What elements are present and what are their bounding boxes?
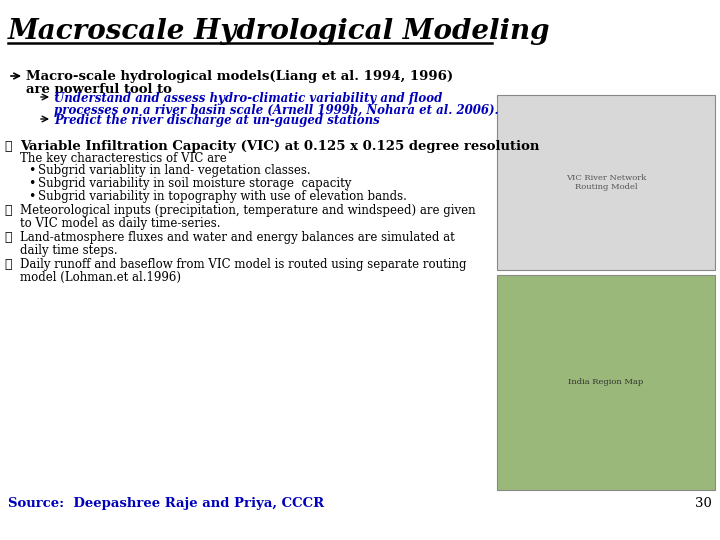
Text: Predict the river discharge at un-gauged stations: Predict the river discharge at un-gauged…	[54, 114, 379, 127]
Text: ☎: ☎	[4, 231, 12, 244]
Text: ☎: ☎	[4, 140, 12, 153]
Text: model (Lohman.et al.1996): model (Lohman.et al.1996)	[20, 271, 181, 284]
Text: to VIC model as daily time-series.: to VIC model as daily time-series.	[20, 217, 220, 230]
Text: Macro-scale hydrological models(Liang et al. 1994, 1996): Macro-scale hydrological models(Liang et…	[26, 70, 453, 83]
Text: Meteorological inputs (precipitation, temperature and windspeed) are given: Meteorological inputs (precipitation, te…	[20, 204, 476, 217]
Text: Variable Infiltration Capacity (VIC) at 0.125 x 0.125 degree resolution: Variable Infiltration Capacity (VIC) at …	[20, 140, 539, 153]
Text: 30: 30	[695, 497, 712, 510]
Text: Daily runoff and baseflow from VIC model is routed using separate routing: Daily runoff and baseflow from VIC model…	[20, 258, 467, 271]
Text: daily time steps.: daily time steps.	[20, 244, 117, 257]
Text: ☎: ☎	[4, 204, 12, 217]
Text: •: •	[28, 164, 35, 177]
Text: are powerful tool to: are powerful tool to	[26, 83, 172, 96]
Bar	[497, 275, 715, 490]
Text: Subgrid variability in topography with use of elevation bands.: Subgrid variability in topography with u…	[38, 190, 407, 203]
Text: VIC River Network
Routing Model: VIC River Network Routing Model	[566, 174, 646, 191]
Text: Macroscale Hydrological Modeling: Macroscale Hydrological Modeling	[8, 18, 551, 45]
Text: Subgrid variablity in land- vegetation classes.: Subgrid variablity in land- vegetation c…	[38, 164, 310, 177]
Text: •: •	[28, 190, 35, 203]
Text: •: •	[28, 177, 35, 190]
Bar	[497, 95, 715, 270]
Text: The key characterestics of VIC are: The key characterestics of VIC are	[20, 152, 227, 165]
Text: ☎: ☎	[4, 258, 12, 271]
Text: Land-atmosphere fluxes and water and energy balances are simulated at: Land-atmosphere fluxes and water and ene…	[20, 231, 455, 244]
Text: Understand and assess hydro-climatic variability and flood: Understand and assess hydro-climatic var…	[54, 92, 442, 105]
Text: Source:  Deepashree Raje and Priya, CCCR: Source: Deepashree Raje and Priya, CCCR	[8, 497, 324, 510]
Text: Subgrid variability in soil moisture storage  capacity: Subgrid variability in soil moisture sto…	[38, 177, 351, 190]
Text: India Region Map: India Region Map	[568, 379, 644, 387]
Text: processes on a river basin scale (Arnell 1999b, Nohara et al. 2006).: processes on a river basin scale (Arnell…	[54, 104, 499, 117]
